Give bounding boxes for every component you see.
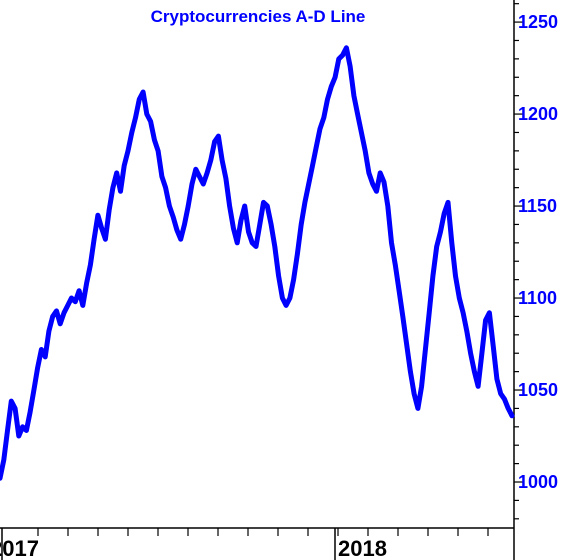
series-layer: [0, 45, 515, 481]
x-year-label: 2017: [0, 536, 39, 560]
y-tick-label: 1050: [518, 380, 558, 400]
y-tick-label: 1000: [518, 472, 558, 492]
y-tick-label: 1200: [518, 104, 558, 124]
series-line: [0, 45, 515, 481]
y-tick-label: 1150: [518, 196, 557, 216]
y-tick-label: 1250: [518, 12, 558, 32]
label-layer: 1000 1050 1100 1150 1200 1250 2017 2018: [0, 12, 558, 560]
y-tick-label: 1100: [518, 288, 557, 308]
chart-title: Cryptocurrencies A-D Line: [151, 7, 366, 26]
axis-layer: [0, 0, 523, 560]
x-year-label: 2018: [338, 536, 387, 560]
